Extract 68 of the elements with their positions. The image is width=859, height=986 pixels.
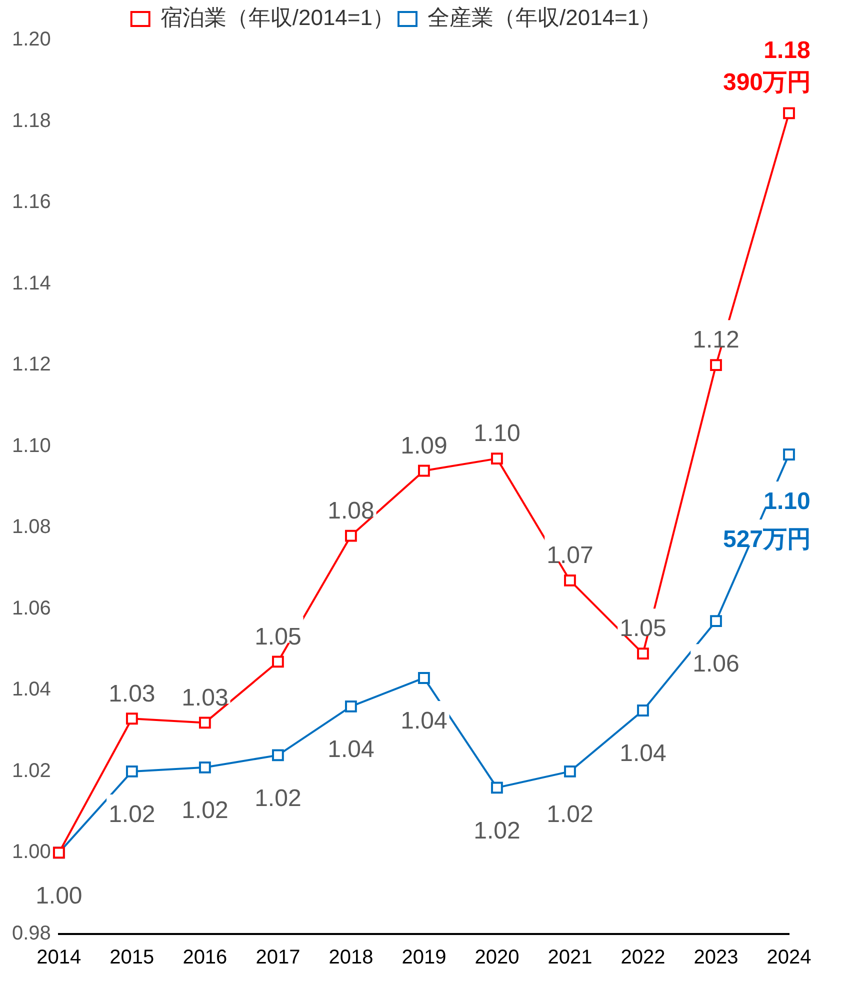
data-label: 1.05 [254, 623, 302, 650]
data-label: 1.12 [692, 326, 740, 354]
data-label: 1.18 [764, 36, 810, 64]
data-label: 1.03 [108, 680, 156, 708]
x-tick-label: 2020 [474, 946, 520, 969]
y-tick-label: 1.12 [12, 354, 51, 376]
annotation: 527万円 [722, 526, 812, 554]
x-tick-label: 2022 [620, 946, 666, 969]
x-tick-label: 2016 [182, 946, 228, 969]
data-label: 1.10 [764, 488, 810, 516]
data-label: 1.05 [620, 615, 666, 642]
y-tick-label: 1.14 [12, 272, 51, 294]
point [272, 656, 284, 668]
point [564, 574, 576, 586]
data-label: 1.04 [328, 736, 374, 764]
point [564, 766, 576, 778]
y-tick-label: 1.00 [12, 841, 51, 864]
data-label: 1.04 [620, 740, 666, 768]
point [710, 359, 722, 372]
point [418, 464, 430, 477]
x-tick-label: 2023 [694, 946, 738, 969]
y-tick-label: 1.02 [12, 760, 51, 782]
point [783, 107, 795, 120]
point [126, 766, 138, 778]
x-tick-label: 2019 [402, 946, 446, 969]
point [345, 700, 357, 712]
point [783, 448, 795, 460]
point [198, 716, 211, 729]
point [418, 672, 430, 684]
data-label: 1.02 [474, 817, 520, 844]
y-tick-label: 1.08 [12, 516, 51, 538]
x-tick-label: 2015 [110, 946, 154, 969]
x-tick-label: 2024 [766, 946, 812, 969]
y-tick-label: 1.18 [12, 110, 51, 132]
data-label: 1.08 [328, 497, 374, 524]
data-label: 1.02 [546, 801, 594, 828]
data-label: 1.00 [36, 882, 82, 910]
y-tick-label: 1.10 [12, 434, 51, 457]
annotation: 390万円 [722, 68, 812, 96]
x-tick-label: 2017 [256, 946, 300, 969]
y-tick-label: 1.20 [12, 28, 51, 51]
x-tick-label: 2018 [328, 946, 374, 969]
point [637, 704, 649, 716]
data-label: 1.02 [182, 797, 228, 824]
point [198, 761, 211, 774]
point [126, 712, 138, 725]
legend-label: 宿泊業（年収/2014=1） [160, 5, 395, 30]
y-tick-label: 1.16 [12, 191, 51, 214]
data-label: 1.02 [254, 784, 302, 812]
y-tick-label: 1.04 [12, 678, 51, 701]
data-label: 1.02 [108, 801, 156, 828]
y-tick-label: 0.98 [12, 922, 51, 945]
data-label: 1.04 [400, 708, 448, 735]
point [491, 782, 503, 794]
data-label: 1.03 [182, 684, 228, 712]
x-tick-label: 2014 [36, 946, 82, 969]
point [637, 648, 649, 660]
legend-label: 全産業（年収/2014=1） [428, 5, 662, 30]
point [710, 615, 722, 628]
data-label: 1.07 [546, 542, 594, 570]
data-label: 1.06 [692, 650, 740, 678]
data-label: 1.09 [400, 432, 448, 460]
y-tick-label: 1.06 [12, 597, 51, 620]
data-label: 1.10 [474, 420, 520, 448]
point [491, 452, 503, 465]
point [272, 749, 284, 762]
x-tick-label: 2021 [548, 946, 592, 969]
point [345, 530, 357, 542]
